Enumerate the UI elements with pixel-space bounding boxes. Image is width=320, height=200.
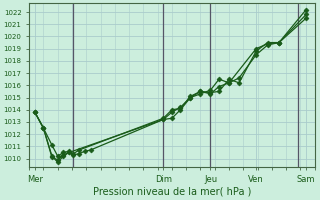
X-axis label: Pression niveau de la mer( hPa ): Pression niveau de la mer( hPa )	[93, 187, 251, 197]
